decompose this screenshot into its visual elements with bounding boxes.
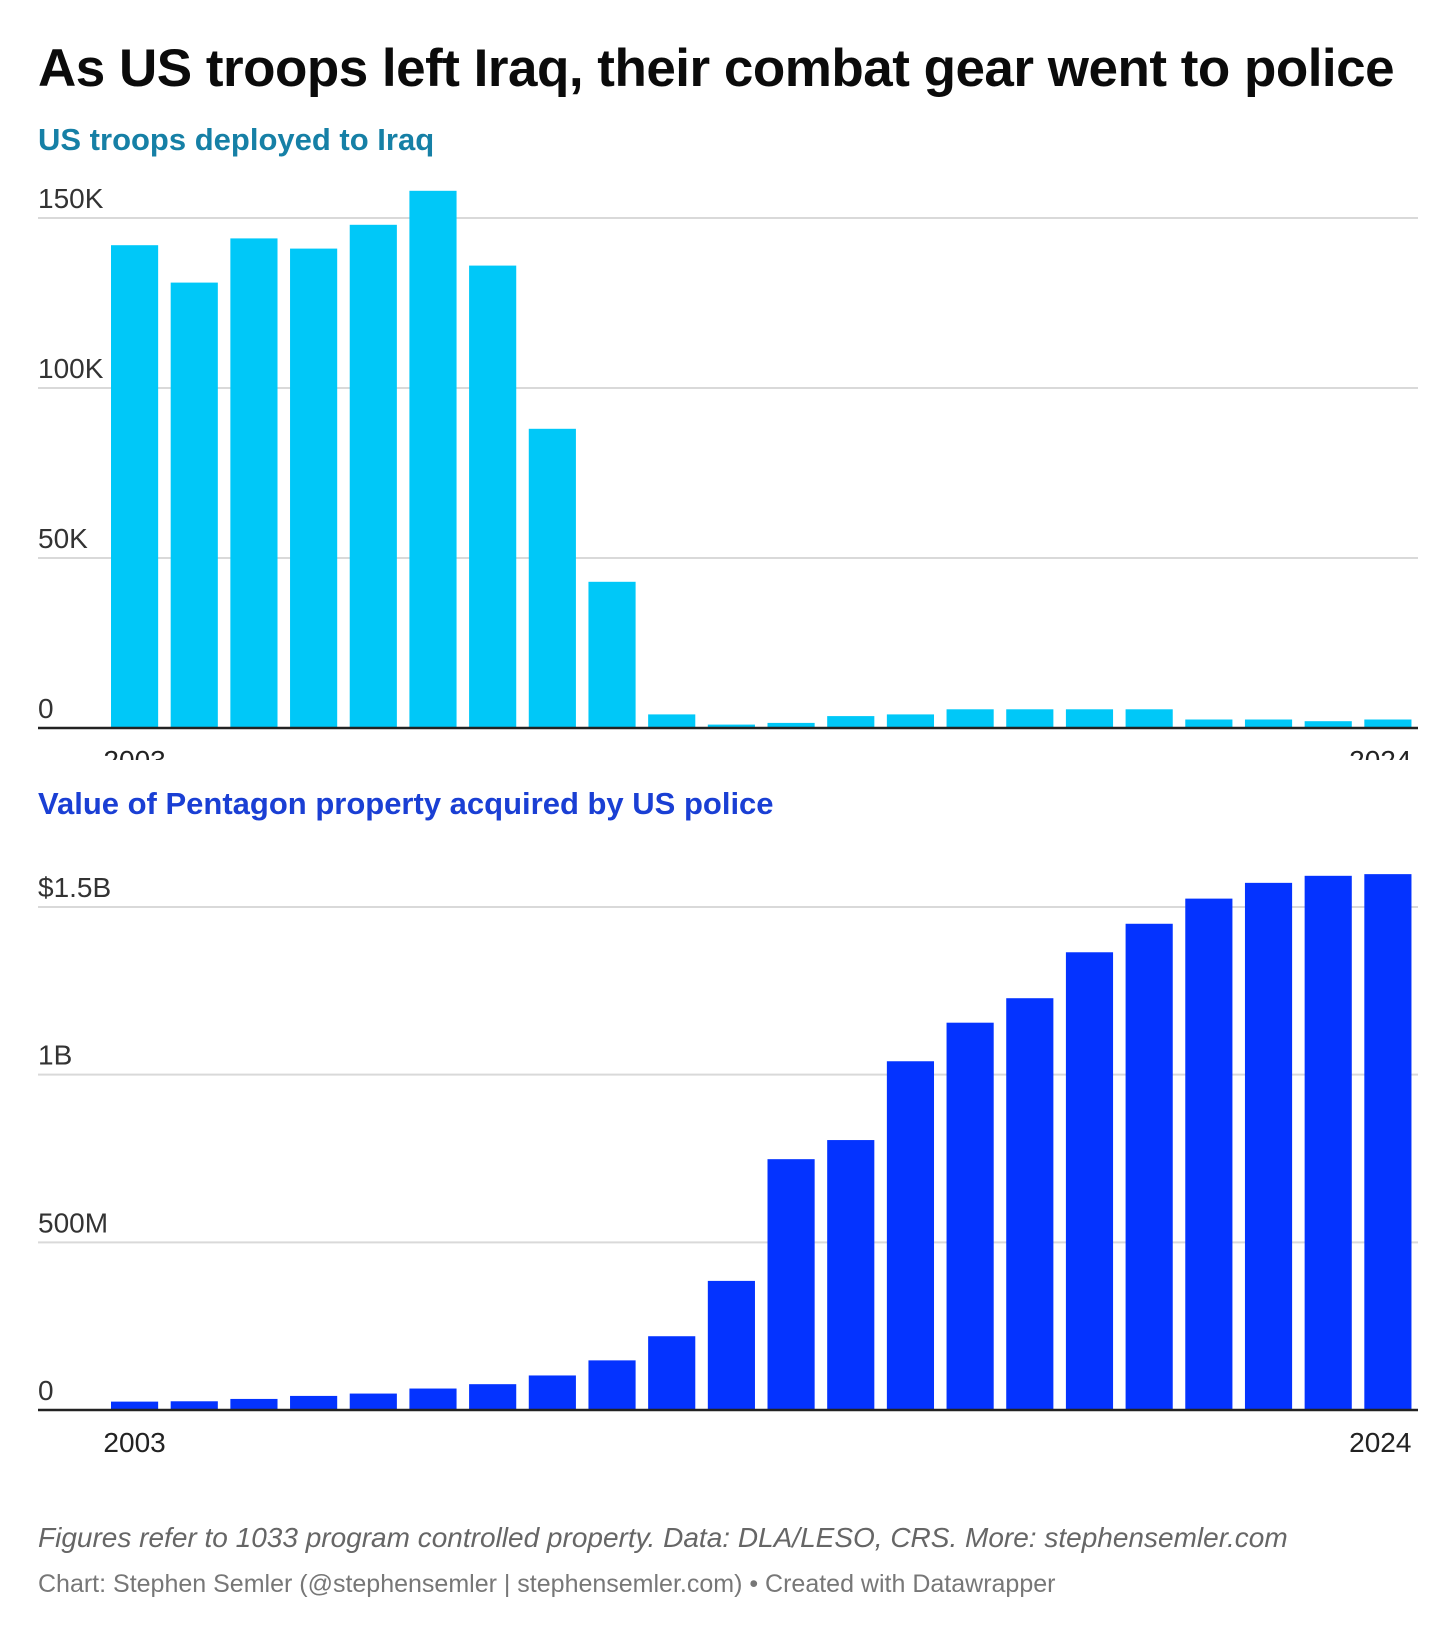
property-bar-2011 [588,1360,636,1410]
troops-bar-2010 [528,428,576,728]
troops-bar-2008 [409,190,457,729]
property-bar-2005 [230,1398,278,1410]
property-x-label-last: 2024 [1349,1427,1411,1458]
troops-bar-2004 [170,282,218,728]
troops-bar-2011 [588,581,636,728]
property-y-tick-label: 500M [38,1207,108,1238]
troops-bar-2003 [111,245,159,728]
troops-y-tick-label: 150K [38,183,104,214]
property-bar-2007 [349,1393,397,1410]
property-bar-2003 [111,1401,159,1410]
property-bar-2023 [1304,875,1352,1410]
troops-bar-2023 [1304,721,1352,728]
property-bar-2022 [1244,882,1293,1410]
troops-bar-2013 [707,724,755,728]
troops-bar-2009 [469,265,517,728]
troops-bar-2016 [886,714,935,728]
property-bar-2009 [469,1384,517,1410]
property-bar-2013 [707,1280,755,1410]
troops-bar-chart: 0 50K 100K 150K 2003 2024 [38,183,1418,760]
property-x-label-first: 2003 [103,1427,165,1458]
chart-notes: Figures refer to 1033 program controlled… [38,1522,1288,1553]
troops-bar-2017 [946,709,994,728]
property-bar-2004 [170,1401,218,1410]
troops-bar-2021 [1185,719,1233,728]
property-bar-2017 [946,1022,994,1410]
property-bar-2021 [1185,898,1233,1410]
troops-y-tick-label: 50K [38,523,88,554]
troops-bar-2006 [290,248,338,728]
troops-bar-2018 [1006,709,1054,728]
troops-bar-2014 [767,722,815,728]
property-bar-2015 [827,1140,875,1410]
troops-bar-2005 [230,238,278,728]
property-y-tick-label: $1.5B [38,872,111,903]
troops-bar-2007 [349,224,397,729]
property-y-tick-label: 1B [38,1040,72,1071]
troops-bar-2022 [1244,719,1293,728]
chart-title: As US troops left Iraq, their combat gea… [38,39,1395,98]
property-bar-2010 [528,1375,576,1410]
chart-credit: Chart: Stephen Semler (@stephensemler | … [38,1570,1056,1598]
property-bar-chart: 0 500M 1B $1.5B 2003 2024 [38,872,1418,1458]
property-chart-subtitle: Value of Pentagon property acquired by U… [38,786,774,821]
troops-bar-2024 [1364,719,1412,728]
troops-y-tick-label: 0 [38,693,54,724]
property-bar-2006 [290,1395,338,1410]
property-bar-2012 [648,1336,696,1410]
troops-bar-2012 [648,714,696,728]
property-bar-2014 [767,1159,815,1410]
property-bar-2019 [1065,952,1114,1410]
property-bar-2016 [886,1061,935,1410]
troops-x-label-last: 2024 [1349,745,1411,760]
property-bar-2018 [1006,998,1054,1410]
property-bar-2020 [1125,923,1173,1410]
troops-chart-subtitle: US troops deployed to Iraq [38,122,435,157]
troops-y-tick-label: 100K [38,353,104,384]
troops-bar-2019 [1065,709,1114,728]
property-bar-2008 [409,1388,457,1410]
troops-x-label-first: 2003 [103,745,165,760]
property-y-tick-label: 0 [38,1375,54,1406]
troops-bar-2015 [827,716,875,728]
troops-bar-2020 [1125,709,1173,728]
property-bar-2024 [1364,874,1412,1410]
